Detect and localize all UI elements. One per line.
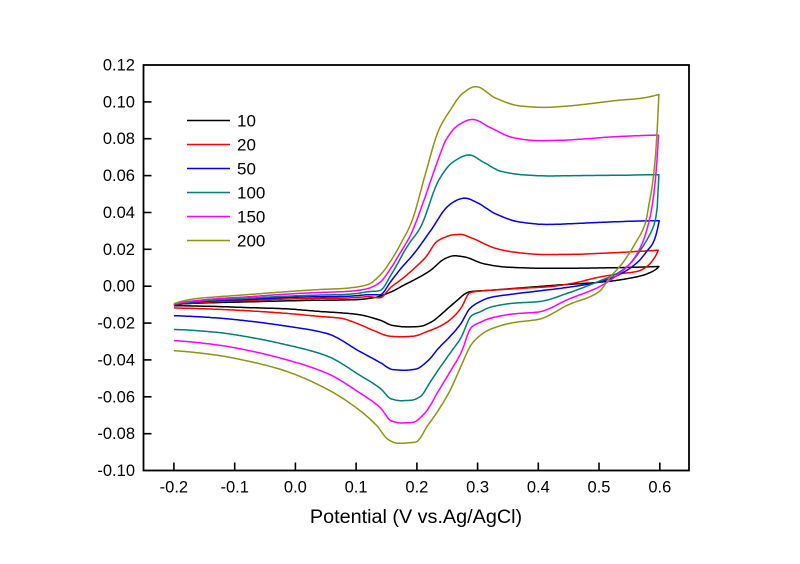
- svg-text:Potential (V vs.Ag/AgCl): Potential (V vs.Ag/AgCl): [310, 506, 522, 528]
- svg-text:0.08: 0.08: [103, 130, 135, 148]
- svg-text:0.2: 0.2: [405, 479, 428, 497]
- svg-text:100: 100: [237, 184, 265, 203]
- svg-text:0.6: 0.6: [648, 479, 671, 497]
- svg-text:-0.10: -0.10: [97, 462, 135, 480]
- svg-text:-0.04: -0.04: [97, 351, 135, 369]
- svg-text:-0.02: -0.02: [97, 315, 135, 333]
- svg-text:0.10: 0.10: [103, 93, 135, 111]
- svg-text:0.06: 0.06: [103, 167, 135, 185]
- svg-text:-0.2: -0.2: [160, 479, 188, 497]
- svg-text:150: 150: [237, 208, 265, 227]
- svg-text:0.5: 0.5: [588, 479, 611, 497]
- svg-text:50: 50: [237, 160, 256, 179]
- svg-text:0.0: 0.0: [284, 479, 307, 497]
- svg-text:-0.06: -0.06: [97, 388, 135, 406]
- svg-text:-0.1: -0.1: [220, 479, 248, 497]
- svg-text:0.04: 0.04: [103, 204, 135, 222]
- svg-text:200: 200: [237, 232, 265, 251]
- svg-text:0.12: 0.12: [103, 57, 135, 75]
- svg-text:-0.08: -0.08: [97, 425, 135, 443]
- svg-text:0.4: 0.4: [527, 479, 550, 497]
- svg-text:0.02: 0.02: [103, 241, 135, 259]
- svg-text:0.1: 0.1: [345, 479, 368, 497]
- svg-text:0.3: 0.3: [466, 479, 489, 497]
- svg-text:0.00: 0.00: [103, 278, 135, 296]
- svg-text:20: 20: [237, 136, 256, 155]
- svg-text:10: 10: [237, 112, 256, 131]
